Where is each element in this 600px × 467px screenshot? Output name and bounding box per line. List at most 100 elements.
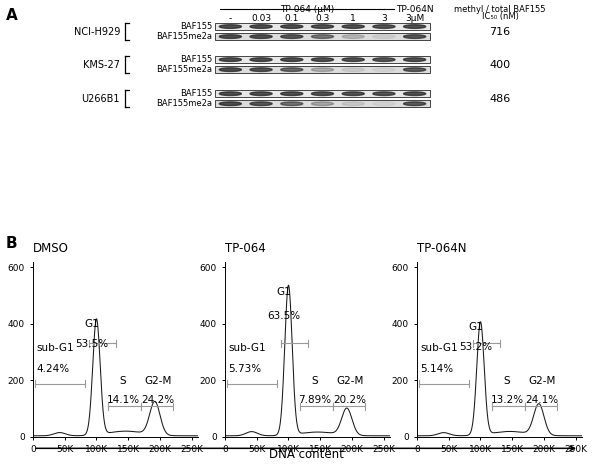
Bar: [215, 23, 430, 30]
Polygon shape: [250, 58, 272, 62]
Bar: [215, 90, 430, 97]
Polygon shape: [311, 35, 334, 38]
Text: 24.2%: 24.2%: [142, 395, 175, 405]
Text: DNA content: DNA content: [269, 448, 343, 461]
Polygon shape: [281, 68, 303, 71]
Text: 0.03: 0.03: [251, 14, 271, 23]
Polygon shape: [342, 25, 364, 28]
Polygon shape: [342, 92, 364, 96]
Bar: [215, 100, 430, 107]
Text: sub-G1: sub-G1: [420, 343, 458, 354]
Text: 0.3: 0.3: [316, 14, 329, 23]
Text: KMS-27: KMS-27: [83, 60, 120, 70]
Text: G2-M: G2-M: [529, 376, 556, 386]
Text: NCI-H929: NCI-H929: [74, 27, 120, 36]
Text: 13.2%: 13.2%: [491, 395, 524, 405]
Polygon shape: [342, 58, 364, 62]
Text: G2-M: G2-M: [145, 376, 172, 386]
Text: sub-G1: sub-G1: [36, 343, 74, 354]
Text: 5.73%: 5.73%: [228, 364, 261, 374]
Polygon shape: [311, 58, 334, 62]
Polygon shape: [404, 68, 426, 71]
Text: 0.1: 0.1: [284, 14, 299, 23]
Polygon shape: [311, 102, 334, 106]
Polygon shape: [311, 92, 334, 96]
Text: B: B: [6, 236, 17, 251]
Text: A: A: [6, 8, 18, 23]
Text: G1: G1: [468, 322, 483, 332]
Text: BAF155me2a: BAF155me2a: [156, 99, 212, 108]
Polygon shape: [373, 35, 395, 38]
Text: TP-064 (μM): TP-064 (μM): [280, 5, 334, 14]
Text: S: S: [504, 376, 511, 386]
Text: 53.5%: 53.5%: [75, 340, 108, 349]
Polygon shape: [250, 25, 272, 28]
Text: BAF155: BAF155: [180, 89, 212, 98]
Polygon shape: [220, 92, 241, 96]
Text: DMSO: DMSO: [33, 241, 69, 255]
Polygon shape: [404, 58, 426, 62]
Text: 20.2%: 20.2%: [334, 395, 367, 405]
Text: sub-G1: sub-G1: [228, 343, 266, 354]
Polygon shape: [220, 35, 241, 38]
Polygon shape: [311, 25, 334, 28]
Text: TP-064N: TP-064N: [396, 5, 433, 14]
Polygon shape: [342, 35, 364, 38]
Bar: [215, 56, 430, 63]
Text: S: S: [312, 376, 319, 386]
Polygon shape: [281, 25, 303, 28]
Text: G2-M: G2-M: [337, 376, 364, 386]
Polygon shape: [220, 102, 241, 106]
Text: BAF155: BAF155: [180, 22, 212, 31]
Text: 4.24%: 4.24%: [36, 364, 69, 374]
Text: G1: G1: [84, 319, 99, 329]
Polygon shape: [250, 68, 272, 71]
Text: BAF155me2a: BAF155me2a: [156, 65, 212, 74]
Text: 3μM: 3μM: [405, 14, 424, 23]
Text: 3: 3: [381, 14, 387, 23]
Text: 24.1%: 24.1%: [526, 395, 559, 405]
Polygon shape: [404, 102, 426, 106]
Polygon shape: [373, 25, 395, 28]
Polygon shape: [220, 68, 241, 71]
Text: 7.89%: 7.89%: [299, 395, 332, 405]
Text: TP-064N: TP-064N: [417, 241, 467, 255]
Text: IC₅₀ (nM): IC₅₀ (nM): [482, 12, 518, 21]
Polygon shape: [404, 35, 426, 38]
Text: 53.2%: 53.2%: [459, 342, 492, 352]
Polygon shape: [281, 102, 303, 106]
Text: methyl / total BAF155: methyl / total BAF155: [454, 5, 546, 14]
Text: BAF155me2a: BAF155me2a: [156, 32, 212, 41]
Bar: [215, 33, 430, 40]
Polygon shape: [250, 92, 272, 96]
Polygon shape: [250, 102, 272, 106]
Polygon shape: [281, 58, 303, 62]
Polygon shape: [250, 35, 272, 38]
Text: -: -: [229, 14, 232, 23]
Polygon shape: [373, 68, 395, 71]
Text: TP-064: TP-064: [225, 241, 266, 255]
Text: G1: G1: [276, 287, 291, 297]
Text: 716: 716: [490, 27, 511, 36]
Polygon shape: [373, 92, 395, 96]
Polygon shape: [342, 68, 364, 71]
Bar: [215, 66, 430, 73]
Text: 5.14%: 5.14%: [420, 364, 453, 374]
Text: 486: 486: [490, 94, 511, 104]
Polygon shape: [281, 35, 303, 38]
Text: 400: 400: [490, 60, 511, 70]
Text: 1: 1: [350, 14, 356, 23]
Polygon shape: [220, 25, 241, 28]
Text: 63.5%: 63.5%: [267, 311, 300, 321]
Polygon shape: [220, 58, 241, 62]
Polygon shape: [373, 58, 395, 62]
Text: BAF155: BAF155: [180, 55, 212, 64]
Polygon shape: [281, 92, 303, 96]
Text: S: S: [120, 376, 127, 386]
Polygon shape: [373, 102, 395, 106]
Text: U266B1: U266B1: [82, 94, 120, 104]
Text: 14.1%: 14.1%: [107, 395, 140, 405]
Polygon shape: [404, 25, 426, 28]
Polygon shape: [342, 102, 364, 106]
Polygon shape: [404, 92, 426, 96]
